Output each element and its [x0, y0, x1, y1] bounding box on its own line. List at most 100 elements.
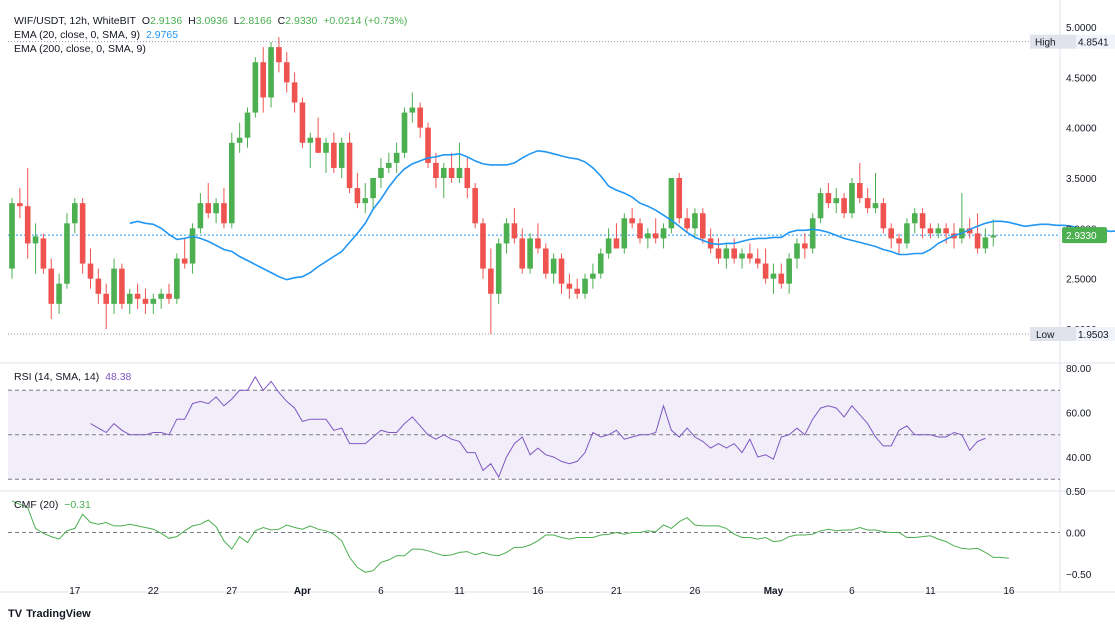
candle-body	[927, 228, 934, 234]
candle-body	[872, 203, 879, 209]
candle-body	[150, 298, 157, 304]
candle-body	[24, 206, 31, 244]
time-tick-label: May	[764, 586, 784, 597]
candle-body	[166, 293, 172, 299]
candle-body	[323, 142, 329, 153]
high-label-legend: H	[188, 15, 196, 27]
candle-body	[95, 278, 102, 294]
high-label: High	[1035, 38, 1056, 49]
candle-body	[904, 223, 910, 244]
symbol-label: WIF/USDT, 12h, WhiteBIT	[14, 15, 136, 27]
candle-body	[189, 228, 196, 264]
candle-body	[974, 233, 981, 249]
time-tick-label: 16	[1003, 586, 1015, 597]
candle-body	[354, 188, 361, 204]
candle-body	[315, 137, 321, 153]
ema20-value: 2.9765	[145, 29, 179, 41]
candle-body	[299, 102, 306, 143]
ema200-label: EMA (200, close, 0, SMA, 9)	[14, 43, 146, 55]
candle-body	[574, 288, 580, 294]
price-tick-label: 5.0000	[1066, 23, 1097, 34]
candle-body	[841, 198, 847, 214]
candle-body	[809, 218, 816, 249]
candle-body	[715, 248, 722, 259]
candle-body	[260, 62, 266, 98]
candle-body	[158, 293, 164, 299]
ema20-legend: EMA (20, close, 0, SMA, 9) 2.9765	[14, 29, 181, 42]
time-tick-label: Apr	[294, 586, 311, 597]
cmf-legend: CMF (20) −0.31	[14, 499, 94, 512]
candle-body	[982, 237, 989, 249]
candle-body	[566, 283, 573, 289]
candle-body	[401, 112, 408, 153]
candle-body	[409, 107, 416, 113]
candle-body	[181, 258, 188, 264]
candle-body	[346, 142, 353, 189]
candle-body	[417, 107, 423, 128]
candle-body	[747, 253, 753, 259]
candle-body	[32, 236, 39, 244]
time-tick-label: 16	[532, 586, 544, 597]
cmf-label: CMF (20)	[14, 499, 59, 511]
candle-body	[880, 203, 887, 229]
candle-body	[676, 178, 683, 219]
time-tick-label: 11	[454, 586, 465, 597]
candle-body	[919, 213, 926, 229]
price-tick-label: 3.5000	[1066, 174, 1097, 185]
candle-body	[511, 223, 518, 239]
candle-body	[17, 203, 23, 207]
open-value: 2.9136	[150, 15, 183, 27]
candle-body	[590, 273, 596, 279]
candle-body	[770, 273, 777, 279]
high-value-legend: 3.0936	[195, 15, 228, 27]
change-value: +0.0214 (+0.73%)	[323, 15, 408, 27]
candle-body	[825, 193, 832, 204]
candle-body	[252, 62, 259, 113]
candle-body	[221, 203, 227, 224]
candles	[9, 37, 997, 335]
candle-body	[990, 235, 997, 238]
candle-body	[142, 298, 149, 304]
cmf-tick-label: 0.00	[1066, 529, 1086, 540]
ema20-label: EMA (20, close, 0, SMA, 9)	[14, 29, 141, 41]
candle-body	[370, 178, 376, 199]
rsi-tick-label: 80.00	[1066, 364, 1091, 375]
rsi-value: 48.38	[105, 371, 132, 383]
candle-body	[72, 203, 78, 224]
ema20-line	[129, 149, 1115, 281]
low-label: Low	[1036, 330, 1055, 341]
candle-body	[605, 238, 612, 254]
candle-body	[433, 162, 439, 178]
low-label-bg	[1030, 327, 1076, 342]
candle-body	[134, 293, 141, 299]
time-tick-label: 26	[689, 586, 701, 597]
candle-body	[935, 228, 942, 234]
symbol-legend: WIF/USDT, 12h, WhiteBIT O2.9136 H3.0936 …	[14, 15, 410, 28]
rsi-legend: RSI (14, SMA, 14) 48.38	[14, 371, 134, 384]
cmf-tick-label: −0.50	[1066, 570, 1092, 581]
candle-body	[464, 167, 471, 189]
candle-body	[786, 258, 792, 284]
candle-body	[283, 62, 290, 83]
cmf-value: −0.31	[64, 499, 91, 511]
candle-body	[582, 278, 588, 294]
tradingview-brand[interactable]: TV TradingView	[8, 608, 91, 620]
time-tick-label: 22	[148, 586, 160, 597]
candle-body	[268, 47, 274, 98]
candle-body	[103, 293, 109, 304]
candle-body	[276, 47, 282, 63]
candle-body	[9, 203, 15, 269]
candle-body	[495, 243, 502, 294]
candle-body	[338, 142, 345, 168]
candle-body	[79, 203, 86, 264]
candle-body	[762, 263, 769, 279]
candle-body	[213, 203, 219, 214]
candle-body	[378, 167, 384, 178]
candle-body	[597, 253, 604, 274]
cmf-line	[11, 500, 1009, 573]
candle-body	[236, 137, 243, 143]
close-value: 2.9330	[285, 15, 318, 27]
rsi-label: RSI (14, SMA, 14)	[14, 371, 100, 383]
candle-body	[817, 193, 824, 219]
